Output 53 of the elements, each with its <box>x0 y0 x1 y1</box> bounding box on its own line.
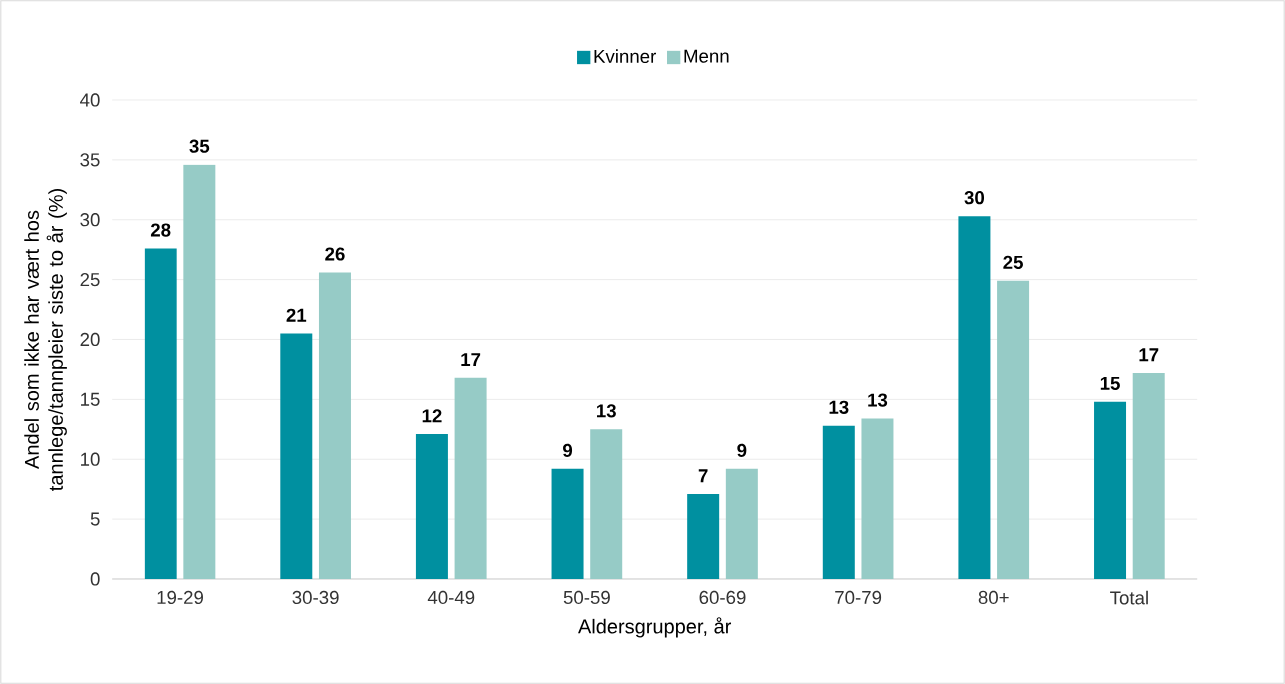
data-label: 9 <box>737 443 747 457</box>
data-label: 21 <box>286 308 307 322</box>
x-tick-label: 80+ <box>978 590 1009 605</box>
data-label: 9 <box>563 443 573 457</box>
y-tick-label: 20 <box>80 332 100 347</box>
bar <box>415 434 448 579</box>
x-tick-label: 60-69 <box>699 590 746 605</box>
y-axis-title: Andel som ikke har vært hos tannlege/tannpleier siste to år (%) <box>24 189 67 491</box>
data-label: 7 <box>698 469 708 483</box>
y-tick-label: 5 <box>90 512 100 526</box>
data-label: 30 <box>964 191 985 205</box>
data-label: 28 <box>150 223 171 237</box>
x-axis-title: Aldersgrupper, år <box>578 617 732 638</box>
bar <box>997 280 1030 579</box>
x-tick-label: 30-39 <box>292 590 339 605</box>
bar <box>318 272 351 579</box>
x-tick-label: 70-79 <box>835 590 882 605</box>
bar <box>1094 401 1127 579</box>
data-label: 13 <box>829 400 849 414</box>
bar <box>454 377 487 579</box>
legend-label: Menn <box>684 49 729 63</box>
bar <box>725 468 758 579</box>
data-label: 13 <box>868 393 888 407</box>
bar <box>144 248 177 579</box>
y-tick-label: 35 <box>80 153 100 167</box>
x-tick-label: 50-59 <box>563 590 610 605</box>
bar <box>590 429 623 579</box>
bar <box>958 216 991 579</box>
y-tick-label: 10 <box>81 452 100 466</box>
y-tick-label: 25 <box>80 272 100 287</box>
y-tick-label: 0 <box>90 572 100 586</box>
data-label: 25 <box>1003 255 1023 269</box>
data-label: 17 <box>461 353 481 366</box>
y-tick-label: 15 <box>81 392 100 406</box>
bar <box>183 164 216 579</box>
bar <box>280 333 313 579</box>
bar <box>861 418 894 579</box>
bar <box>822 425 855 579</box>
data-label: 15 <box>1100 376 1120 390</box>
y-tick-label: 40 <box>80 93 100 107</box>
x-tick-label: Total <box>1110 590 1148 605</box>
legend-label: Kvinner <box>594 49 657 64</box>
data-label: 12 <box>422 409 442 423</box>
y-tick-label: 30 <box>80 213 100 227</box>
bar <box>551 468 584 579</box>
data-label: 17 <box>1139 348 1159 362</box>
data-label: 26 <box>325 247 345 261</box>
data-label: 13 <box>597 404 616 418</box>
x-tick-label: 40-49 <box>427 590 475 605</box>
bar <box>1132 373 1165 579</box>
x-tick-label: 19-29 <box>157 590 203 605</box>
bar <box>687 493 720 579</box>
data-label: 35 <box>189 139 210 153</box>
